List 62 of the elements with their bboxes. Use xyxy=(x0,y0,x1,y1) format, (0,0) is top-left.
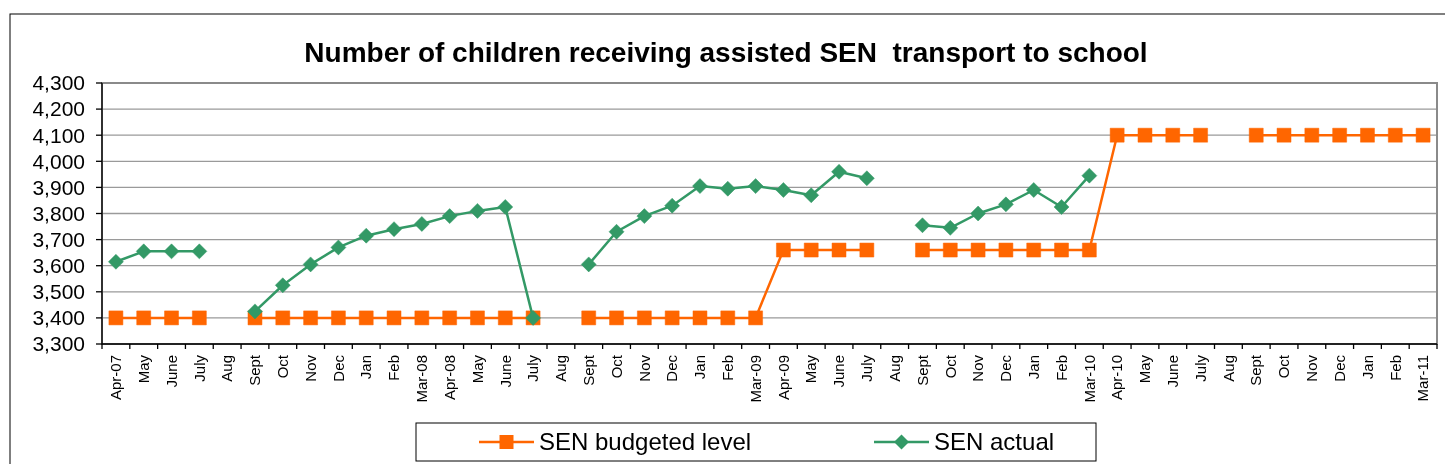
x-tick-label: Aug xyxy=(552,355,570,382)
x-tick-label: May xyxy=(802,354,820,384)
x-tick-label: July xyxy=(1191,354,1209,382)
y-tick-label: 4,200 xyxy=(32,97,85,121)
legend-label: SEN actual xyxy=(934,428,1055,456)
x-tick-label: Aug xyxy=(218,355,236,382)
x-tick-label: Dec xyxy=(663,354,681,382)
y-tick-label: 3,700 xyxy=(32,227,85,251)
x-tick-label: Oct xyxy=(941,354,959,379)
y-tick-label: 3,400 xyxy=(32,306,85,330)
x-tick-label: May xyxy=(468,354,486,384)
x-tick-label: Apr-10 xyxy=(1108,355,1126,401)
y-tick-label: 4,000 xyxy=(32,149,85,173)
x-tick-label: Jan xyxy=(1358,355,1376,380)
x-tick-label: Sept xyxy=(579,354,597,386)
y-tick-label: 3,300 xyxy=(32,332,85,356)
x-tick-label: June xyxy=(496,355,514,388)
y-tick-label: 4,100 xyxy=(32,123,85,147)
x-tick-label: Nov xyxy=(1303,354,1321,382)
legend-label: SEN budgeted level xyxy=(539,428,752,456)
x-tick-label: July xyxy=(524,354,542,382)
chart-title: Number of children receiving assisted SEN transport to school xyxy=(304,37,1148,68)
x-tick-label: May xyxy=(1136,354,1154,384)
y-tick-label: 3,900 xyxy=(32,175,85,199)
x-tick-label: Nov xyxy=(635,354,653,382)
x-tick-label: May xyxy=(134,354,152,384)
x-tick-label: Feb xyxy=(385,355,403,381)
x-tick-label: Feb xyxy=(1052,355,1070,381)
y-tick-label: 3,800 xyxy=(32,201,85,225)
x-tick-label: Apr-07 xyxy=(107,355,125,401)
x-tick-label: Dec xyxy=(329,354,347,382)
x-tick-label: Feb xyxy=(1386,355,1404,381)
x-tick-label: Jan xyxy=(691,355,709,380)
x-tick-label: Apr-08 xyxy=(440,355,458,401)
x-tick-label: June xyxy=(1164,355,1182,388)
x-tick-label: Sept xyxy=(246,354,264,386)
x-tick-label: Oct xyxy=(607,354,625,379)
x-tick-label: Oct xyxy=(274,354,292,379)
y-tick-label: 3,600 xyxy=(32,254,85,278)
x-tick-label: July xyxy=(858,354,876,382)
x-tick-label: Mar-09 xyxy=(746,355,764,403)
y-tick-label: 3,500 xyxy=(32,280,85,304)
x-tick-label: Mar-11 xyxy=(1414,355,1432,402)
x-tick-label: Dec xyxy=(1330,354,1348,382)
x-tick-label: Nov xyxy=(301,354,319,382)
x-tick-label: Mar-10 xyxy=(1080,355,1098,403)
x-tick-label: Apr-09 xyxy=(774,355,792,401)
x-tick-label: Sept xyxy=(913,354,931,386)
x-tick-label: Jan xyxy=(357,355,375,380)
y-tick-label: 4,300 xyxy=(32,71,85,95)
x-tick-label: Nov xyxy=(969,354,987,382)
x-tick-label: June xyxy=(830,355,848,388)
x-tick-label: July xyxy=(190,354,208,382)
x-tick-label: Jan xyxy=(1024,355,1042,380)
x-tick-label: June xyxy=(162,355,180,388)
x-tick-label: Feb xyxy=(719,355,737,381)
x-tick-label: Oct xyxy=(1275,354,1293,379)
x-tick-label: Aug xyxy=(1219,355,1237,382)
x-tick-label: Aug xyxy=(885,355,903,382)
x-tick-label: Dec xyxy=(997,354,1015,382)
x-tick-label: Mar-08 xyxy=(413,355,431,403)
x-tick-label: Sept xyxy=(1247,354,1265,386)
